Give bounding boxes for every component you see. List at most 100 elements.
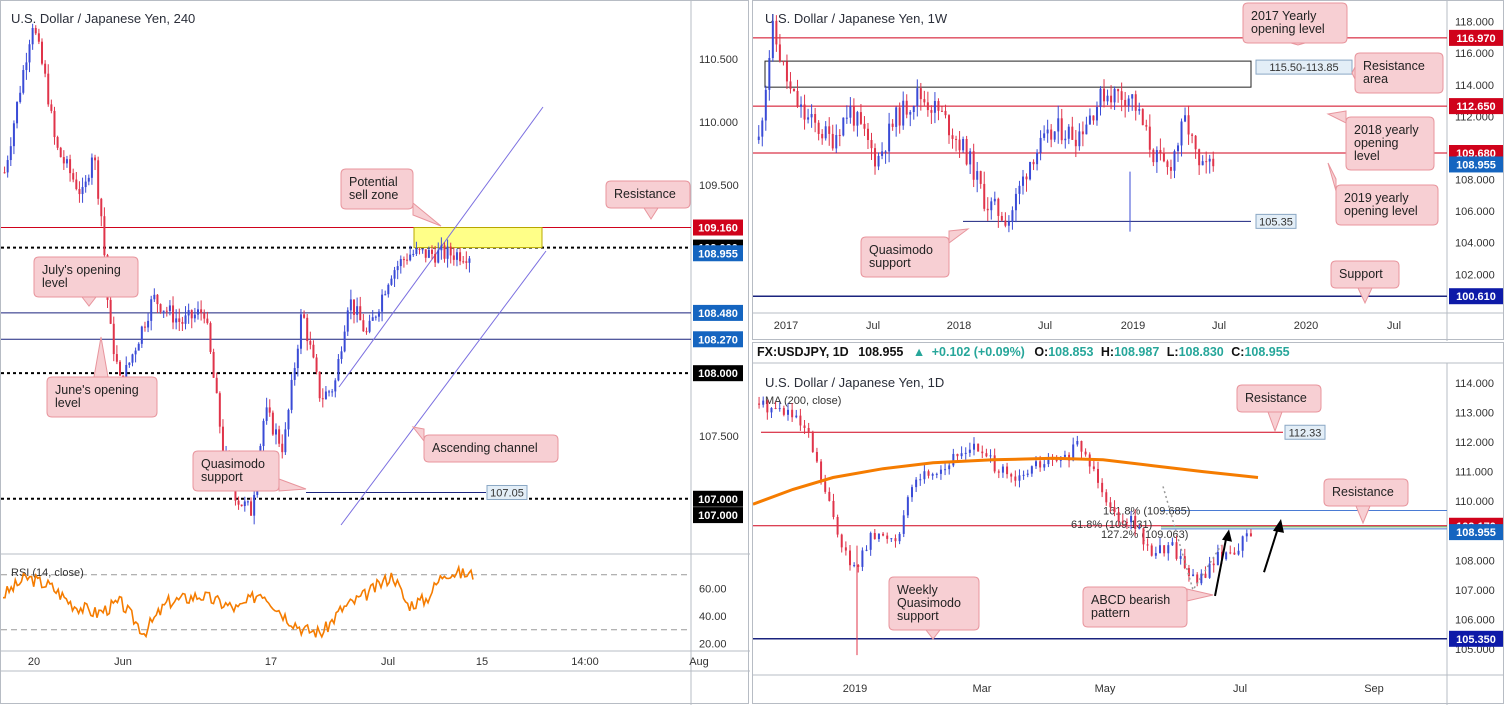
daily-y-tick: 111.000 <box>1455 467 1493 479</box>
h4-chart-panel[interactable]: U.S. Dollar / Japanese Yen, 240 110.500 1… <box>0 0 750 705</box>
candle-body <box>318 371 321 399</box>
candle-body <box>440 245 443 251</box>
candle-body <box>935 473 938 475</box>
callout-pointer <box>924 629 942 640</box>
candle-body <box>237 500 240 505</box>
candle-body <box>911 487 913 498</box>
candle-body <box>331 391 334 393</box>
candle-body <box>1167 545 1170 554</box>
candle-body <box>16 101 19 124</box>
candle-body <box>881 151 884 156</box>
candle-body <box>861 550 864 567</box>
h4-callouts: Potential sell zone Resistance July's openi… <box>33 168 691 492</box>
candle-body <box>47 73 50 105</box>
callout-pointer <box>1355 505 1371 525</box>
candle-body <box>993 198 996 202</box>
daily-time-axis[interactable]: 2019 Mar May Jul Sep <box>753 674 1504 695</box>
callout-box <box>46 376 158 418</box>
weekly-chart-panel[interactable]: U.S. Dollar / Japanese Yen, 1W 118.000 11… <box>752 0 1504 341</box>
candle-body <box>849 105 852 118</box>
candle-body <box>1173 151 1176 171</box>
daily-y-tick: 114.000 <box>1455 378 1494 390</box>
h4-x-tick: 20 <box>28 656 40 668</box>
candle-body <box>840 534 843 548</box>
price-label-box <box>693 304 743 321</box>
candle-body <box>926 102 929 111</box>
callout-pointer <box>1267 411 1283 433</box>
candle-body <box>312 344 315 358</box>
candle-body <box>1035 461 1037 467</box>
h4-title: U.S. Dollar / Japanese Yen, 240 <box>11 11 195 26</box>
h4-time-axis[interactable]: 20 Jun 17 Jul 15 14:00 Aug <box>1 650 750 672</box>
candle-body <box>1011 210 1014 222</box>
candle-body <box>22 70 25 93</box>
candle-body <box>1084 451 1087 455</box>
candle-body <box>246 501 249 503</box>
candle-body <box>785 61 788 82</box>
candle-body <box>44 63 47 74</box>
candle-body <box>1072 444 1075 461</box>
candle-body <box>1159 150 1162 153</box>
candle-body <box>948 465 951 470</box>
weekly-x-tick: 2019 <box>1121 320 1145 332</box>
candle-body <box>1196 574 1199 584</box>
daily-price-axis[interactable]: 114.000 113.000 112.000 111.000 110.000 108.0… <box>1446 363 1495 705</box>
candle-body <box>810 114 813 118</box>
candle-body <box>1113 507 1116 513</box>
weekly-time-axis[interactable]: 2017 Jul 2018 Jul 2019 Jul 2020 Jul <box>753 312 1504 332</box>
weekly-levels: 116.970112.650109.680108.955100.610115.5… <box>753 29 1503 305</box>
weekly-chart[interactable]: U.S. Dollar / Japanese Yen, 1W 118.00011… <box>753 1 1504 341</box>
weekly-price-axis[interactable]: 118.000 116.000 114.000 112.000 108.000 106.0… <box>1446 1 1495 341</box>
daily-chart[interactable]: FX:USDJPY, 1D 108.955 ▲ +0.102 (+0.09%) … <box>753 343 1504 705</box>
candle-body <box>807 117 810 120</box>
candle-body <box>944 110 947 116</box>
candle-body <box>187 310 190 316</box>
candle-body <box>446 246 449 259</box>
candle-body <box>34 28 37 34</box>
callout-box <box>33 256 139 298</box>
price-label: 108.955 <box>1456 527 1496 539</box>
candle-body <box>923 471 926 480</box>
candle-body <box>431 249 433 254</box>
price-label: 107.000 <box>698 494 738 506</box>
price-label-box <box>1449 98 1503 115</box>
candle-body <box>343 331 346 352</box>
candle-body <box>866 128 869 140</box>
rsi-line <box>3 564 474 639</box>
candle-body <box>384 294 387 296</box>
daily-y-tick: 106.000 <box>1455 615 1495 627</box>
callout-text: 2019 yearly opening level <box>1344 191 1418 218</box>
candle-body <box>965 139 968 165</box>
candle-body <box>1184 115 1187 122</box>
candle-body <box>197 309 199 315</box>
price-label: 109.160 <box>698 223 738 235</box>
candle-body <box>168 305 171 312</box>
candle-body <box>459 252 462 262</box>
candle-body <box>424 249 427 258</box>
candle-body <box>958 139 961 151</box>
candle-body <box>930 110 933 113</box>
h4-qm-label-box <box>486 484 528 500</box>
candle-body <box>931 474 934 476</box>
callout-text: June's opening level <box>55 383 139 410</box>
callout-box <box>1330 260 1400 289</box>
weekly-y-tick: 104.000 <box>1455 238 1495 250</box>
candle-body <box>212 351 215 378</box>
daily-x-tick: 2019 <box>843 683 867 695</box>
candle-body <box>306 317 309 342</box>
candle-body <box>838 134 841 136</box>
h4-chart[interactable]: U.S. Dollar / Japanese Yen, 240 110.5001… <box>1 1 750 705</box>
candle-body <box>882 533 885 536</box>
candle-body <box>1047 458 1050 465</box>
candle-body <box>820 461 823 482</box>
candle-body <box>406 259 409 261</box>
candle-body <box>1097 468 1099 483</box>
candle-body <box>1026 473 1029 475</box>
h4-price-axis[interactable]: 110.500 110.000 109.500 107.500 <box>690 1 739 705</box>
candle-body <box>905 100 908 115</box>
candle-body <box>1134 94 1137 111</box>
weekly-qm-label-box <box>1255 213 1297 229</box>
daily-chart-panel[interactable]: FX:USDJPY, 1D 108.955 ▲ +0.102 (+0.09%) … <box>752 342 1504 705</box>
callout-pointer <box>1290 42 1306 46</box>
